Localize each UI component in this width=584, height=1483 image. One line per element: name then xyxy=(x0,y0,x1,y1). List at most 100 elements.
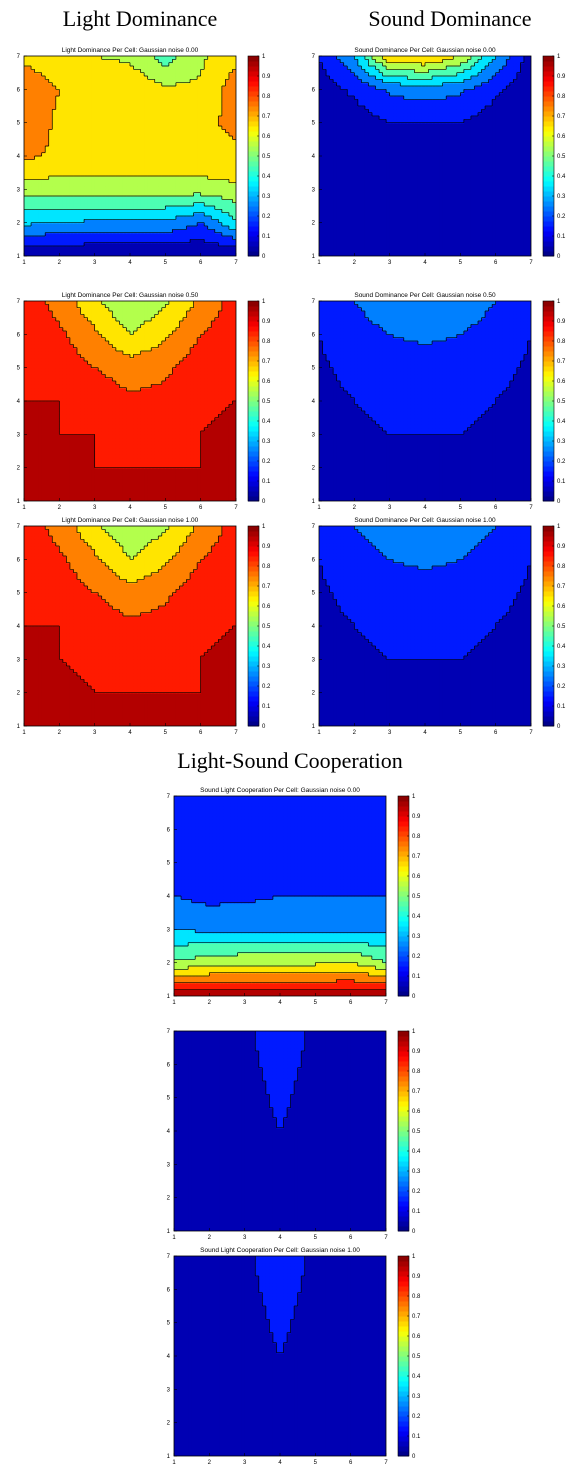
contour-cell xyxy=(108,126,113,130)
contour-cell xyxy=(144,72,149,77)
contour-cell xyxy=(101,232,106,237)
contour-cell xyxy=(506,229,511,234)
contour-cell xyxy=(105,189,110,194)
contour-cell xyxy=(193,152,198,157)
contour-cell xyxy=(456,236,461,240)
contour-cell xyxy=(225,59,230,64)
contour-cell xyxy=(516,199,521,204)
contour-cell xyxy=(407,212,412,217)
contour-cell xyxy=(357,209,362,214)
contour-cell xyxy=(492,242,497,247)
contour-cell xyxy=(228,169,234,174)
contour-cell xyxy=(354,212,359,217)
contour-cell xyxy=(73,156,78,160)
contour-cell xyxy=(52,219,57,224)
contour-cell xyxy=(190,66,195,70)
contour-cell xyxy=(232,196,236,200)
contour-cell xyxy=(414,219,419,224)
contour-cell xyxy=(38,102,43,107)
contour-cell xyxy=(407,219,412,224)
contour-cell xyxy=(197,82,202,87)
contour-cell xyxy=(98,162,103,167)
contour-cell xyxy=(48,162,53,167)
contour-cell xyxy=(24,116,29,120)
contour-cell xyxy=(175,106,181,110)
contour-cell xyxy=(161,79,166,84)
contour-cell xyxy=(513,242,518,247)
contour-cell xyxy=(62,99,67,104)
contour-cell xyxy=(186,146,191,150)
contour-cell xyxy=(211,66,216,70)
contour-cell xyxy=(154,182,159,187)
contour-cell xyxy=(214,216,219,220)
contour-cell xyxy=(175,109,181,114)
contour-cell xyxy=(122,112,128,117)
contour-cell xyxy=(495,239,500,244)
contour-cell xyxy=(502,232,507,237)
contour-cell xyxy=(27,179,32,184)
contour-cell xyxy=(52,102,57,107)
contour-cell xyxy=(197,246,202,250)
contour-cell xyxy=(488,242,493,247)
contour-cell xyxy=(137,252,142,256)
contour-cell xyxy=(69,192,75,197)
contour-cell xyxy=(140,142,145,147)
contour-cell xyxy=(225,169,230,174)
contour-cell xyxy=(130,116,135,120)
contour-cell xyxy=(333,229,338,234)
contour-cell xyxy=(27,79,32,84)
contour-cell xyxy=(190,172,195,177)
contour-cell xyxy=(193,246,198,250)
contour-cell xyxy=(218,186,223,190)
contour-cell xyxy=(38,219,43,224)
contour-cell xyxy=(59,126,64,130)
contour-cell xyxy=(144,79,149,84)
contour-cell xyxy=(140,99,145,104)
contour-cell xyxy=(130,182,135,187)
contour-cell xyxy=(175,102,181,107)
contour-cell xyxy=(66,56,71,60)
contour-cell xyxy=(66,192,71,197)
contour-cell xyxy=(34,189,39,194)
contour-cell xyxy=(354,242,359,247)
contour-cell xyxy=(165,59,170,64)
contour-cell xyxy=(183,176,188,180)
contour-cell xyxy=(228,122,234,127)
contour-cell xyxy=(140,82,145,87)
contour-cell xyxy=(228,99,234,104)
contour-cell xyxy=(119,209,124,214)
contour-cell xyxy=(130,192,135,197)
contour-cell xyxy=(133,166,138,170)
contour-cell xyxy=(386,196,391,200)
contour-cell xyxy=(98,252,103,256)
contour-cell xyxy=(62,62,67,67)
contour-cell xyxy=(218,72,223,77)
contour-cell xyxy=(382,192,387,197)
contour-cell xyxy=(59,96,64,100)
contour-cell xyxy=(105,226,110,230)
contour-cell xyxy=(137,189,142,194)
contour-cell xyxy=(211,162,216,167)
contour-cell xyxy=(108,102,113,107)
contour-cell xyxy=(105,92,110,97)
contour-cell xyxy=(87,129,92,134)
contour-cell xyxy=(340,199,345,204)
contour-cell xyxy=(470,236,476,240)
contour-cell xyxy=(425,232,430,237)
contour-cell xyxy=(396,199,401,204)
contour-cell xyxy=(446,249,451,254)
contour-cell xyxy=(45,102,50,107)
contour-cell xyxy=(393,232,398,237)
contour-cell xyxy=(87,176,92,180)
contour-cell xyxy=(357,226,362,230)
contour-cell xyxy=(119,102,124,107)
contour-cell xyxy=(24,202,29,207)
contour-cell xyxy=(175,182,181,187)
contour-cell xyxy=(108,189,113,194)
contour-cell xyxy=(393,249,398,254)
contour-cell xyxy=(439,232,444,237)
contour-cell xyxy=(77,152,82,157)
contour-cell xyxy=(133,159,138,164)
contour-cell xyxy=(62,82,67,87)
contour-cell xyxy=(84,249,89,254)
